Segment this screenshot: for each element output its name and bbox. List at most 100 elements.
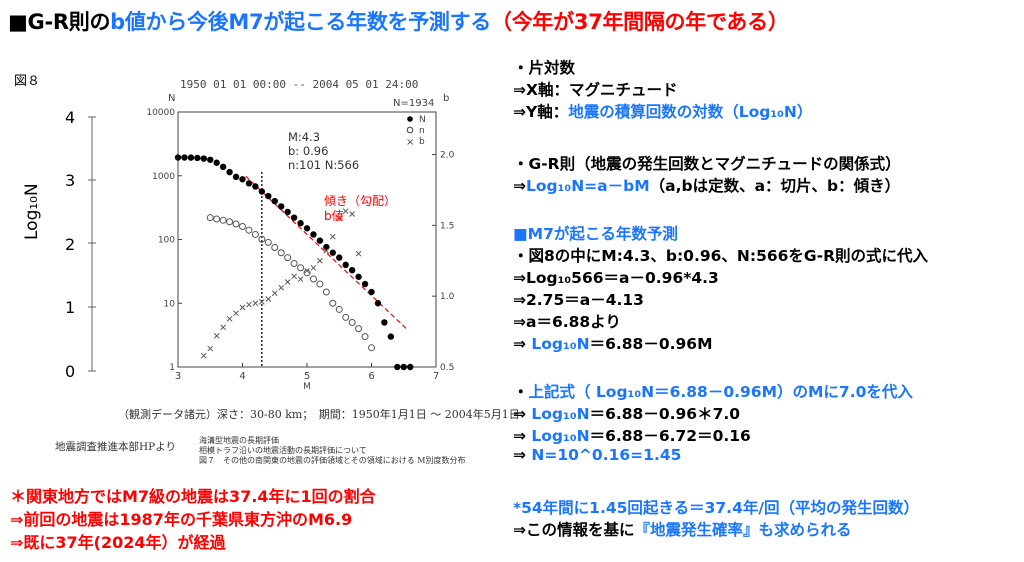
source-right-3: 図７ その他の南関東の地震の評価領域とその領域における M別度数分布 bbox=[199, 456, 466, 465]
point-N bbox=[323, 243, 330, 251]
line-calc-2: ⇒2.75＝a－4.13 bbox=[513, 291, 644, 309]
x-tick-label: 4 bbox=[239, 371, 245, 382]
plot-area: 3 4 5 6 7 M 1 10 100 1000 10000 0.5 1.0 1.5 2.0 bbox=[146, 108, 454, 392]
line-semilog: ・片対数 bbox=[513, 59, 576, 77]
point-b bbox=[310, 264, 317, 271]
point-b bbox=[336, 215, 343, 222]
section-heading-m7: ■M7が起こる年数予測 bbox=[513, 225, 678, 243]
point-b bbox=[342, 208, 349, 215]
legend-marker-N bbox=[407, 116, 413, 122]
annotation-box: M:4.3 b: 0.96 n:101 N:566 bbox=[288, 130, 359, 172]
point-N bbox=[400, 363, 407, 371]
point-b bbox=[304, 267, 310, 274]
b-tick-label: 1.5 bbox=[440, 221, 454, 231]
point-N bbox=[194, 154, 201, 162]
point-n bbox=[368, 344, 375, 352]
x-axis-label: M bbox=[303, 382, 311, 392]
point-N bbox=[290, 214, 298, 221]
title-part2: b値から今後M7が起こる年数を予測する bbox=[110, 10, 492, 34]
source-right-1: 海溝型地震の長期評価 bbox=[199, 436, 279, 445]
legend-label-n: n bbox=[419, 126, 425, 136]
slope-note-1: 傾き（勾配） bbox=[324, 194, 396, 208]
point-b bbox=[265, 296, 272, 302]
point-n bbox=[232, 220, 240, 228]
slide-title: ■G-R則のb値から今後M7が起こる年数を予測する（今年が37年間隔の年である） bbox=[8, 6, 789, 36]
annotation-line-2: b: 0.96 bbox=[288, 144, 328, 158]
n-tick-label: 1000 bbox=[152, 172, 175, 182]
point-n bbox=[213, 215, 221, 223]
line-calc-5: ⇒ Log₁₀N＝6.88－0.96＊7.0 bbox=[513, 405, 741, 423]
point-b bbox=[252, 300, 259, 307]
point-n bbox=[303, 269, 311, 277]
b-axis-title: b bbox=[443, 93, 449, 104]
n-tick-label: 10 bbox=[164, 299, 176, 309]
point-n bbox=[245, 226, 253, 234]
line-calc-1: ⇒Log₁₀566＝a－0.96*4.3 bbox=[513, 269, 719, 287]
point-n bbox=[219, 216, 227, 224]
x-tick-label: 7 bbox=[433, 371, 439, 382]
point-n bbox=[361, 333, 369, 341]
annotation-line-3: n:101 N:566 bbox=[288, 158, 359, 172]
legend-label-b: b bbox=[419, 137, 425, 147]
point-N bbox=[265, 192, 272, 200]
point-b bbox=[220, 324, 227, 331]
point-N bbox=[387, 333, 395, 340]
point-b bbox=[278, 284, 285, 291]
y-tick-2: 2 bbox=[65, 235, 76, 254]
title-part1: ■G-R則の bbox=[8, 10, 111, 34]
annotation-line-1: M:4.3 bbox=[288, 130, 320, 144]
point-b bbox=[317, 257, 323, 264]
line-calc-6: ⇒ Log₁₀N＝6.88－6.72＝0.16 bbox=[513, 427, 751, 445]
point-N bbox=[368, 288, 375, 296]
point-n bbox=[284, 254, 292, 262]
point-N bbox=[303, 225, 311, 232]
line-gr-law: ・G-R則（地震の発生回数とマグニチュードの関係式） bbox=[513, 155, 901, 173]
point-b bbox=[329, 233, 336, 240]
line-substitute: ・図8の中にM:4.3、b:0.96、N:566をG-R則の式に代入 bbox=[513, 247, 929, 265]
point-N bbox=[200, 155, 207, 162]
point-b bbox=[200, 352, 207, 359]
point-N bbox=[284, 208, 291, 216]
title-part3: （今年が37年間隔の年である） bbox=[491, 10, 789, 34]
point-n bbox=[309, 275, 317, 283]
slope-note-2: b値 bbox=[324, 208, 344, 223]
n-tick-label: 1 bbox=[169, 363, 175, 373]
source-right-2: 相模トラフ沿いの地震活動の長期評価について bbox=[199, 446, 367, 455]
point-N bbox=[239, 176, 246, 183]
n-total: N=1934 bbox=[393, 98, 434, 109]
point-b bbox=[355, 250, 362, 257]
chart-header: 1950 01 01 00:00 -- 2004 05 01 24:00 bbox=[180, 78, 418, 91]
line-calc-3: ⇒a＝6.88より bbox=[513, 313, 621, 331]
point-b bbox=[349, 211, 356, 217]
point-n bbox=[316, 280, 324, 288]
n-tick-label: 100 bbox=[158, 236, 175, 246]
point-N bbox=[213, 159, 220, 166]
point-b bbox=[239, 304, 246, 311]
point-n bbox=[271, 243, 279, 251]
point-N bbox=[342, 261, 349, 269]
point-b bbox=[213, 332, 220, 339]
point-n bbox=[335, 305, 343, 313]
line-interval: *54年間に1.45回起きる＝37.4年/回（平均の発生回数） bbox=[513, 499, 920, 517]
point-n bbox=[239, 222, 246, 230]
point-N bbox=[329, 249, 336, 256]
note-elapsed: ⇒既に37年(2024年）が経過 bbox=[10, 533, 226, 552]
point-N bbox=[181, 154, 188, 161]
point-N bbox=[258, 188, 266, 195]
point-N bbox=[374, 300, 382, 307]
point-b bbox=[271, 290, 278, 297]
point-b bbox=[207, 345, 214, 352]
x-tick-label: 3 bbox=[175, 371, 181, 382]
legend-marker-n bbox=[406, 126, 414, 134]
n-tick-label: 10000 bbox=[146, 108, 175, 118]
point-N bbox=[271, 197, 278, 205]
point-N bbox=[407, 363, 414, 371]
line-probability: ⇒この情報を基に『地震発生確率』も求められる bbox=[513, 521, 852, 539]
point-n bbox=[290, 260, 298, 268]
point-b bbox=[297, 276, 304, 283]
figure-footer: （観測データ諸元）深さ：30-80 km； 期間：1950年1月1日 ～ 200… bbox=[118, 408, 520, 421]
point-n bbox=[206, 214, 214, 222]
point-N bbox=[278, 203, 285, 210]
point-N bbox=[207, 156, 214, 163]
